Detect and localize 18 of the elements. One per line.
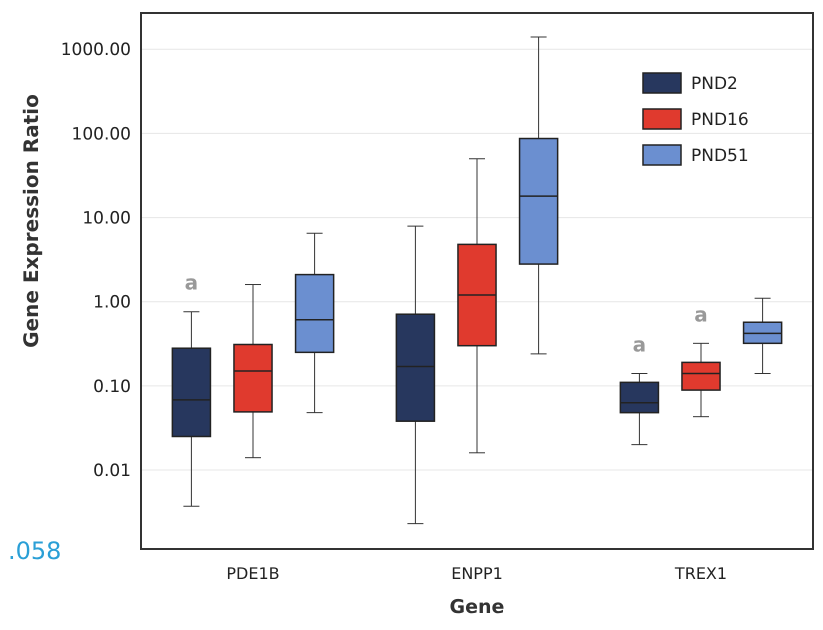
y-tick-label: 1.00 (93, 292, 131, 313)
x-tick-label: ENPP1 (451, 564, 503, 583)
legend-label: PND2 (691, 74, 738, 94)
annotation: a (694, 302, 708, 326)
x-axis-title: Gene (450, 596, 504, 618)
legend-label: PND51 (691, 146, 749, 166)
y-axis-title: Gene Expression Ratio (19, 94, 43, 348)
text: .058 (8, 537, 62, 565)
annotation: a (632, 332, 646, 357)
x-tick-label: TREX1 (674, 564, 728, 583)
legend-label: PND16 (691, 110, 749, 130)
y-tick-label: 10.00 (82, 208, 131, 229)
annotation: a (184, 270, 198, 295)
y-tick-label: 100.00 (72, 124, 131, 144)
y-tick-label: 0.01 (93, 460, 131, 481)
y-tick-label: 1000.00 (60, 40, 131, 60)
x-tick-label: PDE1B (226, 564, 280, 583)
y-tick-label: 0.10 (93, 376, 131, 397)
